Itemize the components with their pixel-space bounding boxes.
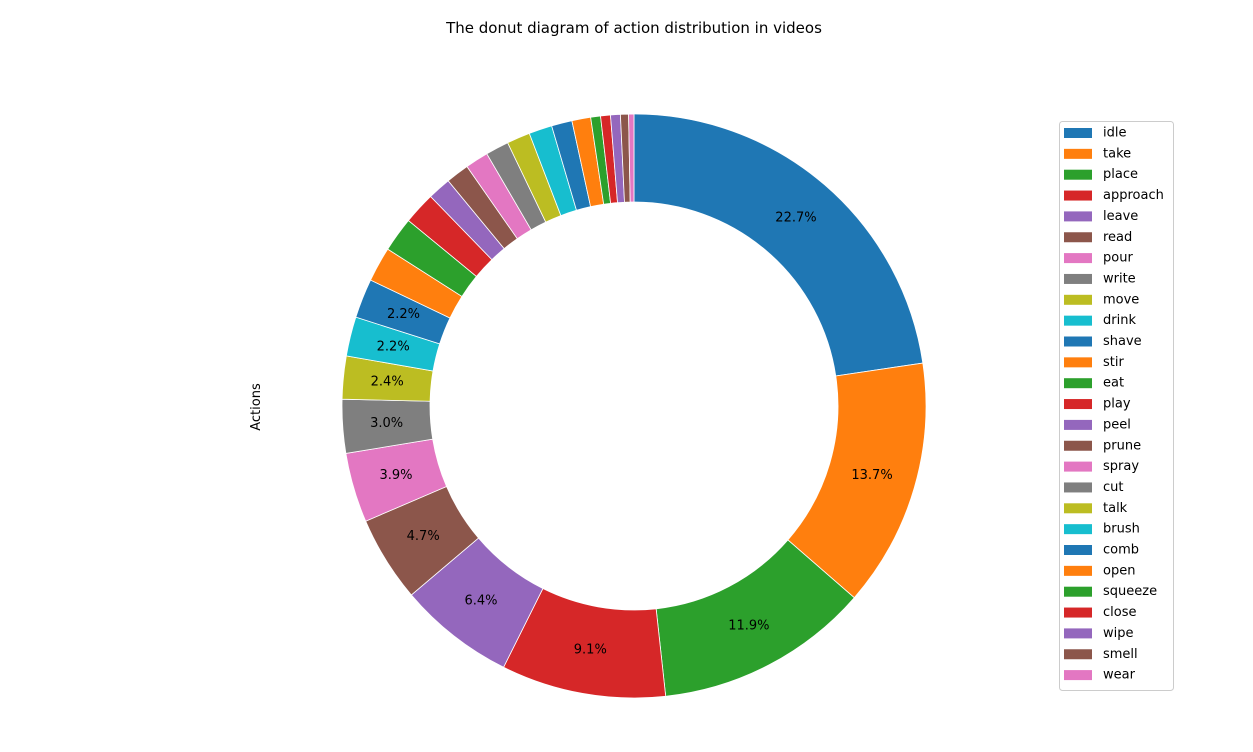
legend-swatch-cut	[1064, 482, 1092, 493]
donut-wedges	[341, 113, 927, 699]
wedge-wear	[628, 113, 635, 203]
percentage-labels: 22.7% 13.7% 11.9% 9.1% 6.4% 4.7% 3.9% 3.0% 2.4% 2…	[370, 211, 893, 658]
pct-label-move: 2.4%	[371, 374, 404, 389]
pct-label-take: 13.7%	[851, 468, 892, 483]
legend-label-idle: idle	[1103, 126, 1126, 141]
legend-label-smell: smell	[1103, 647, 1138, 662]
pct-label-write: 3.0%	[370, 416, 403, 431]
legend-swatch-eat	[1064, 378, 1092, 389]
legend-swatch-wear	[1064, 670, 1092, 681]
legend-label-open: open	[1103, 563, 1135, 578]
legend: idle take place approach leave read pour write m…	[1059, 121, 1174, 691]
legend-swatch-place	[1064, 169, 1092, 180]
legend-label-drink: drink	[1103, 313, 1136, 328]
legend-swatch-take	[1064, 148, 1092, 159]
pct-label-approach: 9.1%	[574, 643, 607, 658]
legend-swatch-shave	[1064, 336, 1092, 347]
chart-title: The donut diagram of action distribution…	[445, 19, 822, 37]
legend-label-move: move	[1103, 292, 1139, 307]
legend-swatch-read	[1064, 232, 1092, 243]
legend-swatch-approach	[1064, 190, 1092, 201]
legend-label-cut: cut	[1103, 480, 1123, 495]
legend-label-take: take	[1103, 146, 1131, 161]
legend-label-spray: spray	[1103, 459, 1139, 474]
legend-label-pour: pour	[1103, 251, 1133, 266]
pct-label-shave: 2.2%	[387, 307, 420, 322]
legend-swatch-peel	[1064, 419, 1092, 430]
pct-label-place: 11.9%	[728, 618, 769, 633]
pct-label-drink: 2.2%	[377, 339, 410, 354]
legend-swatch-smell	[1064, 649, 1092, 660]
legend-swatch-write	[1064, 273, 1092, 284]
legend-swatch-leave	[1064, 211, 1092, 222]
legend-label-shave: shave	[1103, 334, 1142, 349]
legend-swatch-brush	[1064, 524, 1092, 535]
legend-label-stir: stir	[1103, 355, 1124, 370]
legend-label-read: read	[1103, 230, 1132, 245]
legend-label-place: place	[1103, 167, 1138, 182]
legend-swatch-prune	[1064, 440, 1092, 451]
legend-label-talk: talk	[1103, 501, 1128, 516]
y-axis-label: Actions	[249, 383, 264, 431]
legend-swatch-idle	[1064, 128, 1092, 138]
legend-swatch-move	[1064, 294, 1092, 305]
legend-label-approach: approach	[1103, 188, 1164, 203]
legend-swatch-close	[1064, 607, 1092, 618]
legend-label-write: write	[1103, 271, 1136, 286]
pct-label-idle: 22.7%	[775, 211, 816, 226]
legend-label-close: close	[1103, 605, 1136, 620]
legend-swatch-stir	[1064, 357, 1092, 368]
legend-label-peel: peel	[1103, 417, 1131, 432]
legend-label-brush: brush	[1103, 522, 1140, 537]
legend-swatch-spray	[1064, 461, 1092, 472]
legend-swatch-wipe	[1064, 628, 1092, 639]
pct-label-read: 4.7%	[407, 529, 440, 544]
legend-swatch-talk	[1064, 503, 1092, 514]
legend-swatch-play	[1064, 399, 1092, 410]
legend-swatch-comb	[1064, 545, 1092, 555]
legend-label-wipe: wipe	[1103, 626, 1134, 641]
legend-label-leave: leave	[1103, 209, 1138, 224]
legend-label-prune: prune	[1103, 438, 1141, 453]
legend-label-eat: eat	[1103, 376, 1124, 391]
legend-label-squeeze: squeeze	[1103, 584, 1157, 599]
pct-label-leave: 6.4%	[464, 594, 497, 609]
legend-swatch-pour	[1064, 253, 1092, 264]
legend-label-wear: wear	[1103, 668, 1136, 683]
legend-swatch-squeeze	[1064, 586, 1092, 597]
legend-label-play: play	[1103, 397, 1131, 412]
legend-swatch-open	[1064, 565, 1092, 576]
legend-label-comb: comb	[1103, 543, 1139, 558]
legend-swatch-drink	[1064, 315, 1092, 326]
pct-label-pour: 3.9%	[379, 468, 412, 483]
wedge-idle	[633, 113, 924, 377]
